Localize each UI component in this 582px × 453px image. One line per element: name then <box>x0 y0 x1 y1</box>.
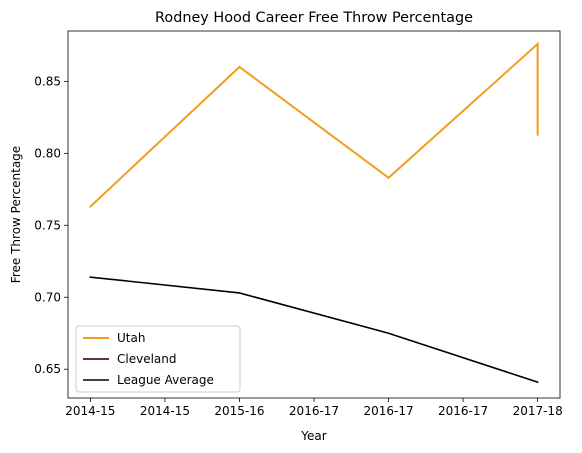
y-axis-label: Free Throw Percentage <box>9 146 23 283</box>
x-tick-label: 2014-15 <box>65 404 115 418</box>
x-tick-label: 2014-15 <box>140 404 190 418</box>
y-tick-label: 0.75 <box>34 218 61 232</box>
x-tick-label: 2016-17 <box>289 404 339 418</box>
y-tick-label: 0.85 <box>34 74 61 88</box>
x-tick-label: 2016-17 <box>438 404 488 418</box>
x-tick-label: 2016-17 <box>363 404 413 418</box>
x-axis-label: Year <box>300 429 326 443</box>
ticks-layer: 2014-15 2014-15 2015-16 2016-17 2016-17 2016-… <box>34 74 562 418</box>
y-tick-label: 0.80 <box>34 146 61 160</box>
series-line-utah <box>88 41 539 208</box>
legend-label-league-average: League Average <box>117 373 214 387</box>
chart-title: Rodney Hood Career Free Throw Percentage <box>155 10 473 26</box>
legend: Utah Cleveland League Average <box>75 325 241 393</box>
series-line-league-average <box>89 276 539 384</box>
x-tick-label: 2015-16 <box>214 404 264 418</box>
series-layer <box>88 41 539 384</box>
legend-label-utah: Utah <box>117 331 145 345</box>
y-tick-label: 0.65 <box>34 362 61 376</box>
legend-box <box>75 325 241 393</box>
legend-label-cleveland: Cleveland <box>117 352 177 366</box>
y-tick-label: 0.70 <box>34 290 61 304</box>
x-tick-label: 2017-18 <box>513 404 563 418</box>
plot-frame <box>67 30 561 399</box>
